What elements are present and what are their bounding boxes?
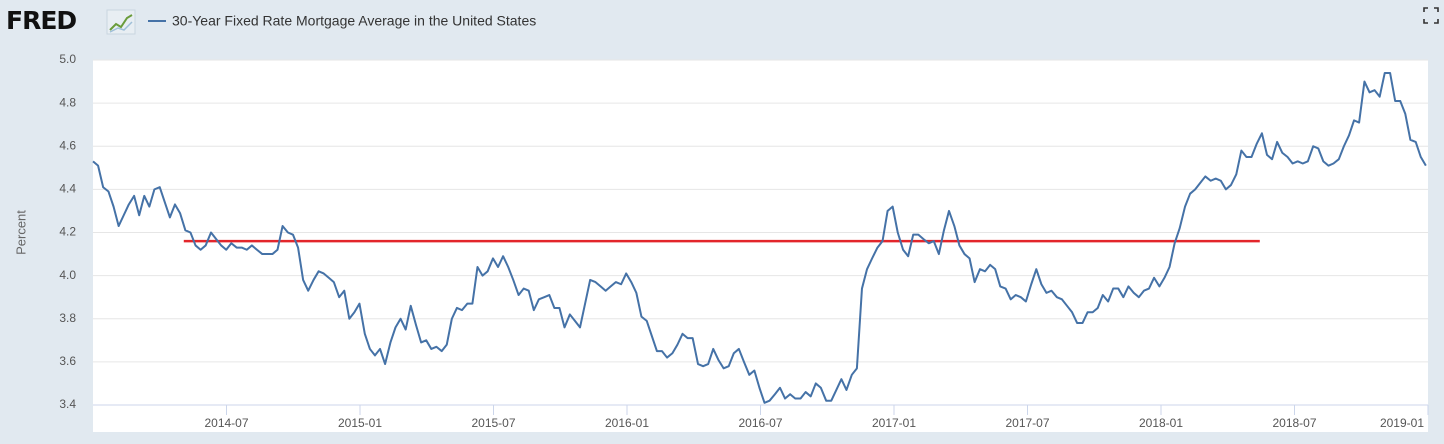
x-tick-label: 2016-07 [738,416,782,430]
y-tick-label: 4.8 [59,95,76,109]
x-tick-label: 2014-07 [204,416,248,430]
y-tick-label: 4.2 [59,225,76,239]
y-tick-label: 4.0 [59,268,76,282]
y-tick-label: 5.0 [59,52,76,66]
y-axis-label: Percent [13,210,28,255]
x-tick-label: 2015-07 [471,416,515,430]
y-tick-label: 4.4 [59,182,76,196]
series-line [92,71,1427,404]
y-tick-label: 3.8 [59,311,76,325]
fullscreen-icon[interactable] [1423,7,1439,24]
y-tick-label: 3.4 [59,397,76,411]
x-tick-label: 2017-07 [1005,416,1049,430]
y-tick-label: 3.6 [59,354,76,368]
x-tick-label: 2016-01 [605,416,649,430]
logo: FRED [6,6,76,35]
x-tick-label: 2018-07 [1272,416,1316,430]
x-tick-label: 2015-01 [338,416,382,430]
legend-label: 30-Year Fixed Rate Mortgage Average in t… [172,13,536,29]
x-tick-label: 2019-01 [1380,416,1424,430]
plot-background [93,60,1428,432]
x-tick-label: 2017-01 [872,416,916,430]
y-tick-label: 4.6 [59,138,76,152]
x-tick-label: 2018-01 [1139,416,1183,430]
logo-icon [106,9,136,35]
